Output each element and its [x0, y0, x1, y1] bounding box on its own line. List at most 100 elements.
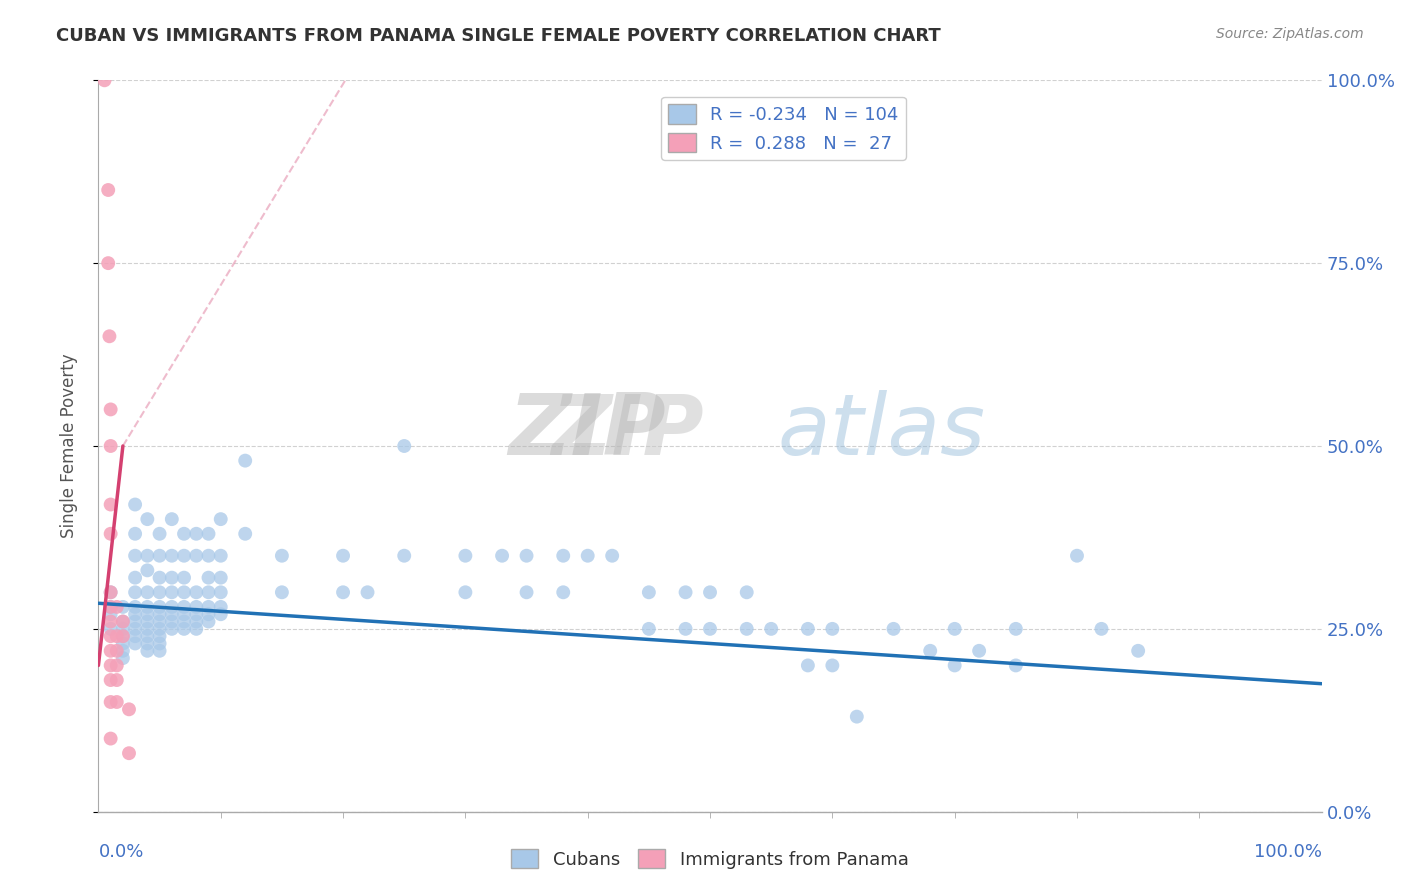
Point — [1128, 644, 1150, 658]
Point — [124, 622, 146, 636]
Point — [136, 636, 159, 650]
Point — [149, 615, 172, 629]
Point — [332, 585, 354, 599]
Point — [186, 549, 208, 563]
Point — [845, 709, 868, 723]
Point — [149, 629, 172, 643]
Point — [160, 615, 183, 629]
Point — [97, 256, 120, 270]
Point — [105, 644, 128, 658]
Text: ZIP: ZIP — [551, 391, 703, 472]
Point — [197, 607, 219, 622]
Point — [675, 585, 697, 599]
Point — [149, 549, 172, 563]
Point — [1090, 622, 1112, 636]
Point — [1004, 658, 1026, 673]
Text: ZIP: ZIP — [508, 390, 666, 473]
Point — [136, 629, 159, 643]
Point — [124, 607, 146, 622]
Point — [209, 585, 232, 599]
Point — [454, 549, 477, 563]
Point — [100, 615, 122, 629]
Point — [173, 599, 195, 614]
Text: 100.0%: 100.0% — [1254, 843, 1322, 861]
Point — [638, 622, 661, 636]
Point — [761, 622, 783, 636]
Point — [209, 549, 232, 563]
Point — [124, 526, 146, 541]
Point — [111, 615, 134, 629]
Point — [136, 607, 159, 622]
Point — [209, 512, 232, 526]
Point — [797, 622, 820, 636]
Point — [118, 746, 141, 760]
Point — [735, 622, 758, 636]
Point — [515, 585, 537, 599]
Point — [735, 585, 758, 599]
Point — [332, 549, 354, 563]
Point — [209, 607, 232, 622]
Point — [111, 599, 134, 614]
Point — [111, 615, 134, 629]
Point — [105, 695, 128, 709]
Point — [105, 599, 128, 614]
Point — [100, 629, 122, 643]
Point — [124, 615, 146, 629]
Point — [149, 585, 172, 599]
Point — [136, 512, 159, 526]
Point — [105, 658, 128, 673]
Point — [883, 622, 905, 636]
Point — [186, 526, 208, 541]
Point — [98, 329, 121, 343]
Point — [100, 622, 122, 636]
Point — [124, 585, 146, 599]
Point — [233, 526, 256, 541]
Point — [124, 636, 146, 650]
Point — [97, 183, 120, 197]
Point — [160, 607, 183, 622]
Point — [270, 585, 294, 599]
Point — [173, 585, 195, 599]
Point — [553, 585, 575, 599]
Point — [149, 644, 172, 658]
Point — [173, 615, 195, 629]
Point — [111, 651, 134, 665]
Y-axis label: Single Female Poverty: Single Female Poverty — [59, 354, 77, 538]
Point — [100, 585, 122, 599]
Point — [454, 585, 477, 599]
Point — [100, 673, 122, 687]
Point — [173, 549, 195, 563]
Point — [186, 607, 208, 622]
Point — [1066, 549, 1088, 563]
Point — [967, 644, 990, 658]
Point — [105, 673, 128, 687]
Point — [100, 695, 122, 709]
Point — [209, 571, 232, 585]
Point — [118, 702, 141, 716]
Point — [943, 622, 966, 636]
Point — [111, 629, 134, 643]
Point — [173, 622, 195, 636]
Point — [136, 599, 159, 614]
Point — [173, 526, 195, 541]
Text: CUBAN VS IMMIGRANTS FROM PANAMA SINGLE FEMALE POVERTY CORRELATION CHART: CUBAN VS IMMIGRANTS FROM PANAMA SINGLE F… — [56, 27, 941, 45]
Point — [638, 585, 661, 599]
Point — [111, 644, 134, 658]
Point — [160, 571, 183, 585]
Point — [186, 585, 208, 599]
Point — [186, 599, 208, 614]
Point — [491, 549, 513, 563]
Text: atlas: atlas — [778, 390, 986, 473]
Point — [821, 658, 844, 673]
Point — [186, 615, 208, 629]
Point — [100, 731, 122, 746]
Point — [675, 622, 697, 636]
Point — [1004, 622, 1026, 636]
Point — [100, 402, 122, 417]
Text: Source: ZipAtlas.com: Source: ZipAtlas.com — [1216, 27, 1364, 41]
Point — [197, 526, 219, 541]
Point — [100, 644, 122, 658]
Point — [553, 549, 575, 563]
Point — [197, 615, 219, 629]
Point — [111, 629, 134, 643]
